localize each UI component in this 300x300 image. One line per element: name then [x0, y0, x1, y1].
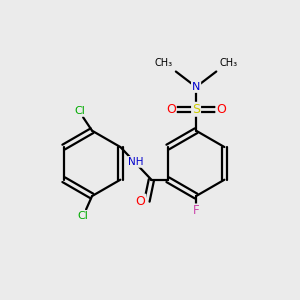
Text: CH₃: CH₃ [154, 58, 172, 68]
Text: O: O [136, 195, 145, 208]
Text: N: N [192, 82, 200, 92]
Text: S: S [192, 103, 200, 116]
Text: Cl: Cl [74, 106, 85, 116]
Text: O: O [166, 103, 176, 116]
Text: CH₃: CH₃ [220, 58, 238, 68]
Text: O: O [216, 103, 226, 116]
Text: NH: NH [128, 157, 144, 167]
Text: F: F [193, 204, 200, 218]
Text: Cl: Cl [77, 211, 88, 221]
